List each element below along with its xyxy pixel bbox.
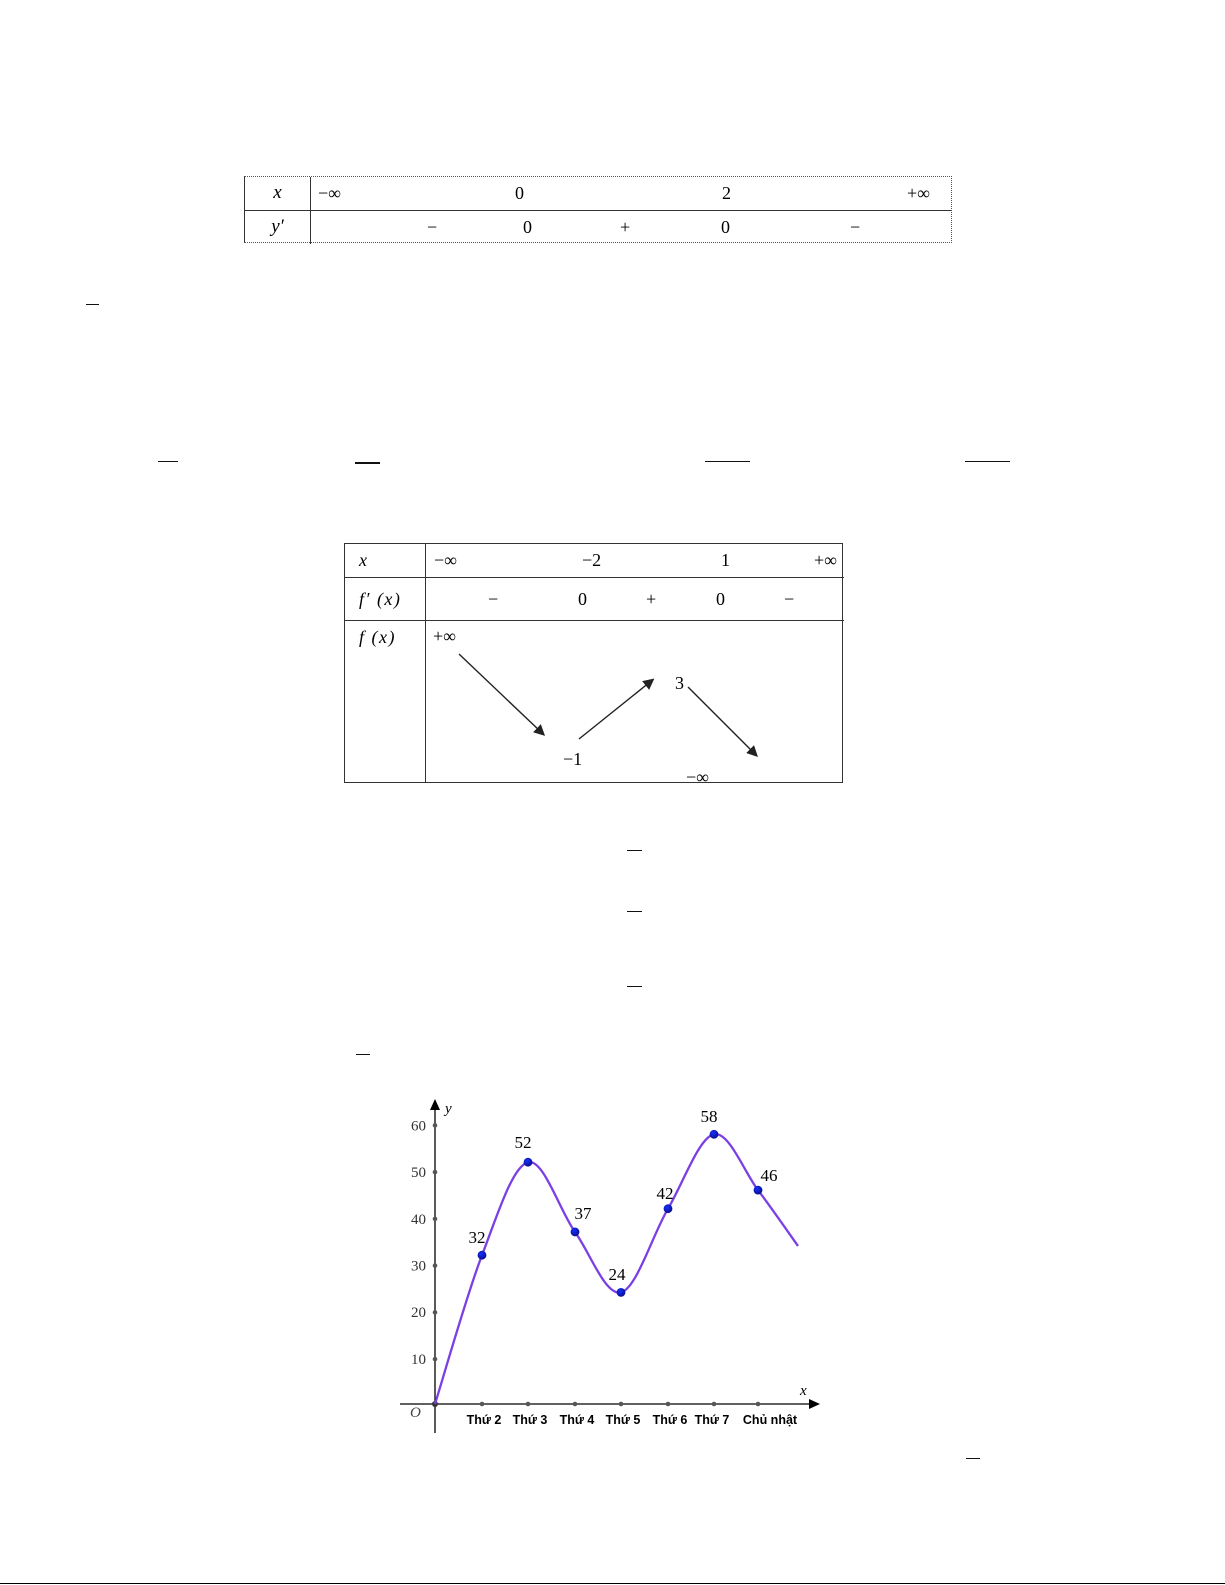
svg-text:O: O — [410, 1405, 421, 1421]
svg-text:60: 60 — [411, 1119, 426, 1135]
svg-text:10: 10 — [411, 1352, 426, 1368]
svg-text:x: x — [799, 1383, 807, 1399]
svg-text:37: 37 — [575, 1204, 593, 1223]
svg-text:y: y — [443, 1101, 452, 1117]
svg-text:50: 50 — [411, 1165, 426, 1181]
svg-text:52: 52 — [515, 1133, 532, 1152]
svg-text:Thứ 3: Thứ 3 — [513, 1413, 548, 1427]
svg-text:42: 42 — [657, 1184, 674, 1203]
svg-text:58: 58 — [701, 1107, 718, 1126]
svg-text:46: 46 — [761, 1166, 778, 1185]
svg-text:Thứ 2: Thứ 2 — [467, 1413, 502, 1427]
svg-text:Thứ 5: Thứ 5 — [606, 1413, 641, 1427]
svg-text:24: 24 — [609, 1265, 627, 1284]
svg-text:Thứ 7: Thứ 7 — [695, 1413, 730, 1427]
svg-text:Chủ nhật: Chủ nhật — [743, 1413, 798, 1427]
svg-text:40: 40 — [411, 1212, 426, 1228]
svg-text:Thứ 6: Thứ 6 — [653, 1413, 688, 1427]
svg-text:32: 32 — [469, 1228, 486, 1247]
svg-text:20: 20 — [411, 1305, 426, 1321]
svg-text:30: 30 — [411, 1259, 426, 1275]
svg-text:Thứ 4: Thứ 4 — [560, 1413, 595, 1427]
